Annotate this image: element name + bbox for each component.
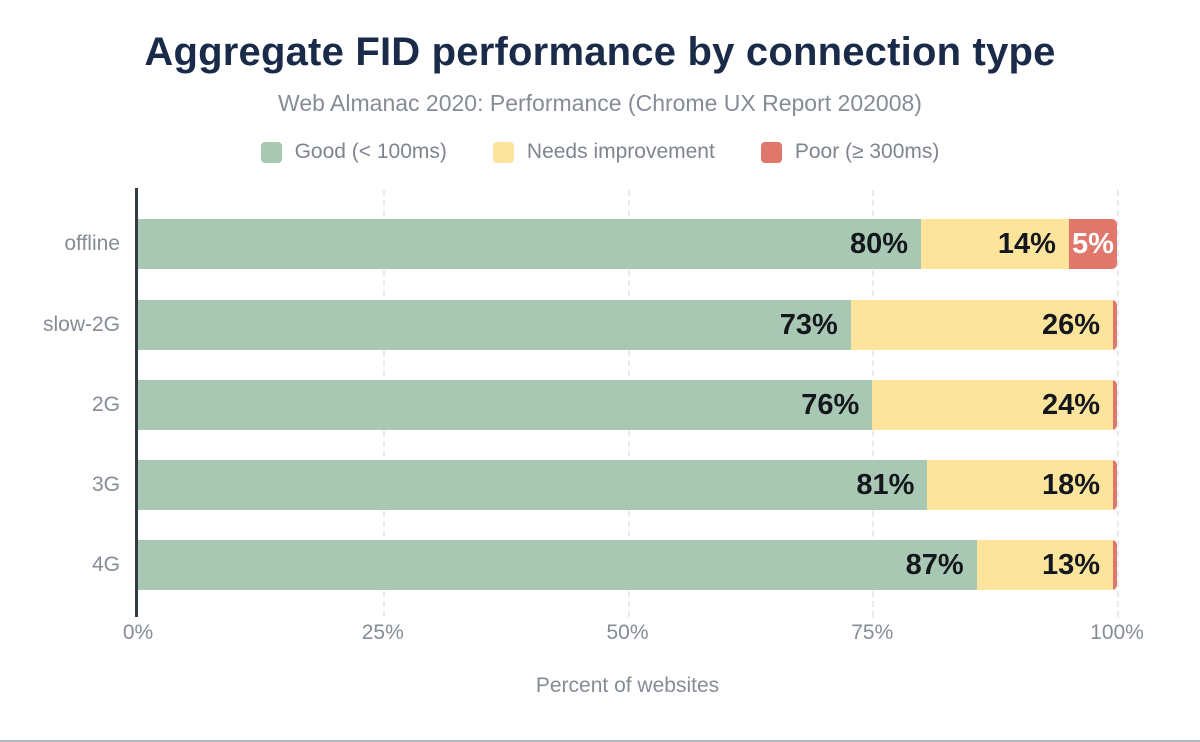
legend-item-label: Needs improvement	[526, 140, 715, 163]
legend-swatch-poor-icon	[760, 141, 782, 163]
legend-swatch-needs-improvement-icon	[492, 141, 514, 163]
chart-subtitle: Web Almanac 2020: Performance (Chrome UX…	[278, 90, 922, 116]
bar-segment-poor[interactable]: 5%	[1068, 219, 1117, 269]
bar-value-label: 24%	[1041, 388, 1100, 421]
bar-segment-good[interactable]: 81%	[138, 460, 928, 510]
bar-value-label: 76%	[801, 388, 860, 421]
bar-segment-needs-improvement[interactable]: 26%	[850, 300, 1113, 350]
bar-value-label: 14%	[997, 227, 1056, 260]
x-tick-50: 50%	[606, 621, 649, 644]
bar-segment-needs-improvement[interactable]: 18%	[927, 460, 1113, 510]
y-axis-label-3G: 3G	[91, 473, 120, 496]
bar-segment-good[interactable]: 73%	[138, 300, 851, 350]
legend-item-poor[interactable]: Poor (≥ 300ms)	[760, 140, 940, 164]
bar-value-label: 80%	[850, 227, 909, 260]
bar-value-label: 26%	[1041, 308, 1100, 341]
x-tick-25: 25%	[361, 621, 404, 644]
chart-title: Aggregate FID performance by connection …	[144, 30, 1056, 74]
legend-swatch-good-icon	[260, 141, 282, 163]
y-axis-labels: offline slow-2G 2G 3G 4G	[0, 190, 120, 617]
bar-segment-poor[interactable]	[1113, 540, 1117, 590]
bar-value-label: 81%	[856, 468, 915, 501]
gridline-100	[1117, 190, 1119, 617]
bar-segment-poor[interactable]	[1113, 460, 1117, 510]
bar-segment-needs-improvement[interactable]: 14%	[921, 219, 1069, 269]
y-axis-label-2G: 2G	[91, 393, 120, 416]
x-axis-tick-labels: 0% 25% 50% 75% 100%	[123, 621, 1144, 647]
bar-row-2G: 76% 24%	[138, 380, 1117, 430]
legend-item-needs-improvement[interactable]: Needs improvement	[492, 140, 715, 164]
bar-segment-good[interactable]: 87%	[138, 540, 977, 590]
x-tick-0: 0%	[122, 621, 154, 644]
y-axis-label-offline: offline	[64, 232, 120, 255]
legend-item-label: Good (< 100ms)	[294, 140, 447, 163]
x-tick-100: 100%	[1090, 621, 1144, 644]
bar-value-label: 18%	[1041, 468, 1100, 501]
bar-segment-needs-improvement[interactable]: 13%	[976, 540, 1113, 590]
bar-value-label: 5%	[1071, 227, 1114, 260]
bar-segment-needs-improvement[interactable]: 24%	[872, 380, 1113, 430]
bar-segment-good[interactable]: 76%	[138, 380, 873, 430]
bar-row-slow-2G: 73% 26%	[138, 300, 1117, 350]
legend-item-good[interactable]: Good (< 100ms)	[260, 140, 447, 164]
y-axis-label-slow-2G: slow-2G	[42, 313, 120, 336]
bar-row-4G: 87% 13%	[138, 540, 1117, 590]
y-axis-label-4G: 4G	[91, 553, 120, 576]
bar-segment-good[interactable]: 80%	[138, 219, 922, 269]
y-axis-line	[135, 188, 138, 617]
bar-value-label: 13%	[1041, 548, 1100, 581]
plot-area: 80% 14% 5% 73% 26% 76% 24% 81% 18% 87% 13%	[138, 190, 1119, 617]
bar-row-offline: 80% 14% 5%	[138, 219, 1117, 269]
bar-segment-poor[interactable]	[1113, 380, 1117, 430]
x-tick-75: 75%	[851, 621, 894, 644]
bar-row-3G: 81% 18%	[138, 460, 1117, 510]
bar-segment-poor[interactable]	[1113, 300, 1117, 350]
x-axis-title: Percent of websites	[535, 674, 720, 697]
legend-item-label: Poor (≥ 300ms)	[794, 140, 940, 163]
bar-value-label: 73%	[779, 308, 838, 341]
bar-value-label: 87%	[905, 548, 964, 581]
legend: Good (< 100ms) Needs improvement Poor (≥ 3…	[0, 140, 1200, 164]
